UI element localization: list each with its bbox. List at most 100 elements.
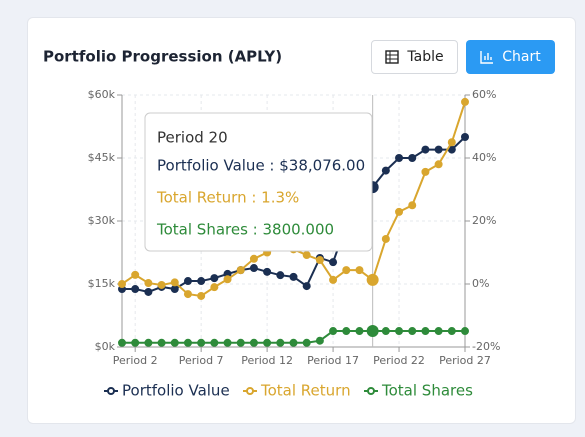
point [461,133,469,141]
point [395,207,404,216]
point [355,327,364,336]
tooltip-line: Total Shares : 3800.000 [156,221,334,239]
point [170,278,179,287]
legend-dot [107,387,115,395]
x-tick-label: Period 7 [179,354,224,367]
point [434,327,443,336]
point [342,266,351,275]
point [236,266,245,275]
point [395,327,404,336]
point [381,234,390,243]
tooltip-line: Total Return : 1.3% [156,189,299,207]
point [461,327,469,336]
point [461,97,469,106]
y-tick-label: $30k [88,214,116,227]
point [183,277,192,286]
point [263,267,272,276]
legend-label: Portfolio Value [122,382,230,400]
tooltip-line: Portfolio Value : $38,076.00 [157,157,365,175]
point [289,338,298,347]
y-tick-label: $45k [88,151,116,164]
point [302,282,311,291]
point [302,251,311,260]
point [447,145,456,154]
y2-tick-label: 0% [472,277,489,290]
point [421,145,430,154]
point [302,338,311,347]
point [366,273,379,286]
y2-tick-label: 60% [472,88,496,101]
legend-label: Total Shares [381,382,473,400]
point [236,338,245,347]
card-title: Portfolio Progression (APLY) [43,48,282,66]
point [249,254,258,263]
x-tick-label: Period 12 [241,354,293,367]
point [249,338,258,347]
y-tick-label: $0k [95,340,116,353]
y2-tick-label: 40% [472,151,496,164]
point [381,327,390,336]
y-tick-label: $60k [88,88,116,101]
point [144,287,153,296]
point [144,338,153,347]
point [329,327,338,336]
point [447,138,456,147]
point [366,325,379,338]
table-button[interactable]: Table [371,40,458,74]
point [157,338,166,347]
point [408,201,417,210]
y2-tick-label: 20% [472,214,496,227]
point [263,338,272,347]
point [276,271,285,280]
point [289,272,298,281]
chart-icon [480,51,494,64]
point [170,285,179,294]
point [381,166,390,175]
tooltip [144,112,373,252]
point [249,264,258,273]
legend-dot [246,387,254,395]
table-label: Table [407,49,444,65]
point [210,283,219,292]
point [355,266,364,275]
point [183,338,192,347]
point [434,160,443,169]
chart-label: Chart [502,49,541,65]
point [408,327,417,336]
point [197,338,206,347]
point [131,338,140,347]
point [144,279,153,288]
point [157,280,166,289]
legend-dot [367,387,375,395]
point [223,275,232,284]
y-tick-label: $15k [88,277,116,290]
point [276,338,285,347]
legend-label: Total Return [260,382,351,400]
x-tick-label: Period 17 [307,354,359,367]
point [421,167,430,176]
point [315,256,324,265]
point [118,338,126,347]
point [197,291,206,300]
point [342,327,351,336]
point [131,285,140,294]
point [447,327,456,336]
point [329,258,338,267]
point [131,270,140,279]
x-tick-label: Period 27 [439,354,491,367]
point [315,336,324,345]
point [329,275,338,284]
point [183,290,192,299]
y2-tick-label: -20% [472,340,500,353]
point [170,338,179,347]
point [421,327,430,336]
point [197,277,206,286]
chart-button[interactable]: Chart [466,40,555,74]
tooltip-title: Period 20 [157,129,228,147]
point [223,338,232,347]
point [210,274,219,283]
point [395,154,404,162]
point [408,154,417,162]
